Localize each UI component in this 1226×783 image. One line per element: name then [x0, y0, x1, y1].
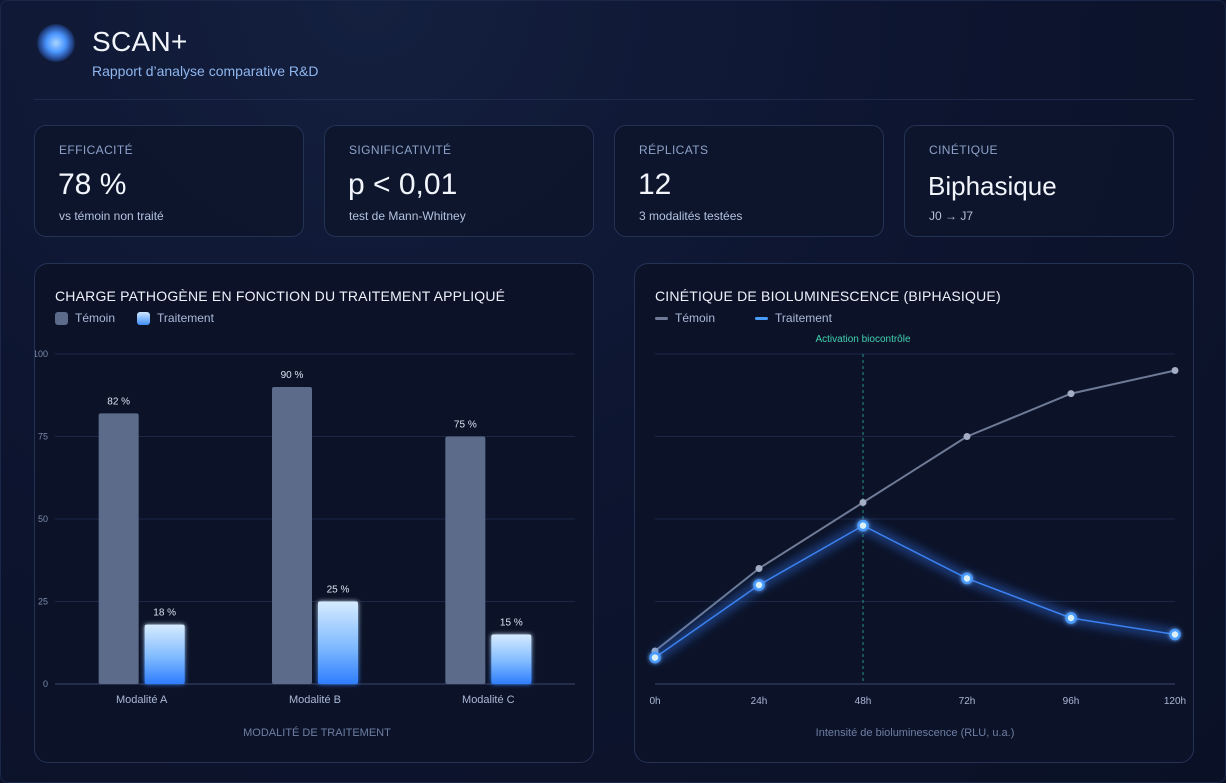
legend-swatch — [55, 311, 68, 325]
legend-item-control: Témoin — [55, 311, 115, 325]
bar-control — [98, 413, 139, 684]
kpi-label: EFFICACITÉ — [59, 143, 134, 157]
data-label: 75 % — [454, 420, 477, 431]
line-chart: Activation biocontrôle 0h 24h 48h 72h 96h 120… — [649, 334, 1186, 739]
app-subtitle: Rapport d’analyse comparative R&D — [92, 63, 319, 79]
legend-swatch — [137, 311, 151, 325]
data-point-treatment — [1169, 628, 1181, 641]
data-label: 25 % — [327, 585, 350, 596]
legend-label: Témoin — [75, 311, 116, 325]
series-line-treatment — [654, 524, 1176, 659]
bar-chart: 0 25 50 75 100 82 % 18 % 90 % 25 % 75 % 15 % Moda… — [35, 349, 575, 739]
y-tick-label: 25 — [38, 597, 48, 607]
legend-label: Traitement — [775, 311, 832, 325]
kpi-card-efficacite: EFFICACITÉ 78 % vs témoin non traité — [34, 125, 304, 237]
x-tick-label: 120h — [1164, 696, 1186, 707]
bar-chart-panel: 0 25 50 75 100 82 % 18 % 90 % 25 % 75 % 15 % Moda… — [34, 263, 594, 763]
series-glow — [652, 521, 1176, 662]
y-tick-label: 75 — [38, 432, 48, 442]
x-axis-title: MODALITÉ DE TRAITEMENT — [243, 726, 391, 739]
legend-swatch — [655, 316, 668, 320]
x-tick-label: 24h — [751, 696, 768, 707]
x-tick-label: 72h — [959, 696, 976, 707]
bar-chart-title: CHARGE PATHOGÈNE EN FONCTION DU TRAITEME… — [55, 288, 506, 304]
legend-label: Témoin — [675, 311, 716, 325]
x-axis-title: Intensité de bioluminescence (RLU, u.a.) — [816, 727, 1015, 739]
legend-swatch — [755, 316, 769, 320]
legend-item-control: Témoin — [655, 311, 715, 325]
data-label: 90 % — [281, 370, 304, 381]
kpi-label: SIGNIFICATIVITÉ — [349, 143, 452, 157]
x-tick-label: Modalité C — [462, 694, 515, 706]
bar-treatment — [144, 624, 185, 684]
x-tick-label: Modalité B — [289, 694, 341, 706]
kpi-card-cinetique: CINÉTIQUE Biphasique J0 → J7 — [904, 125, 1174, 237]
kpi-value: 78 % — [58, 168, 127, 201]
bar-treatment — [491, 634, 532, 684]
line-chart-panel: Activation biocontrôle 0h 24h 48h 72h 96h 120… — [634, 263, 1194, 763]
kpi-label: CINÉTIQUE — [929, 143, 998, 157]
bar-control — [445, 436, 486, 684]
data-point-treatment — [649, 651, 661, 664]
data-label: 15 % — [500, 618, 523, 629]
data-point-treatment — [753, 579, 765, 591]
x-tick-label: 0h — [649, 696, 660, 707]
annotation-label: Activation biocontrôle — [815, 334, 910, 345]
data-label: 82 % — [107, 396, 130, 407]
line-chart-title: CINÉTIQUE DE BIOLUMINESCENCE (BIPHASIQUE… — [655, 288, 1001, 304]
bar-treatment — [318, 601, 358, 684]
x-tick-label: 96h — [1063, 696, 1080, 707]
y-tick-label: 50 — [38, 514, 48, 524]
y-tick-label: 0 — [43, 679, 48, 689]
legend-item-treatment: Traitement — [755, 311, 832, 325]
data-point-treatment — [1065, 612, 1077, 624]
legend-label: Traitement — [157, 311, 214, 325]
kpi-label: RÉPLICATS — [639, 143, 709, 157]
bar-control — [272, 387, 312, 684]
kpi-subtext: vs témoin non traité — [59, 209, 164, 223]
kpi-card-replicats: RÉPLICATS 12 3 modalités testées — [614, 125, 884, 237]
data-point-treatment — [857, 519, 869, 532]
y-tick-label: 100 — [35, 349, 48, 359]
bar-chart-legend: Témoin Traitement — [55, 311, 236, 325]
series-line-control — [654, 369, 1176, 652]
data-point-control — [1171, 367, 1179, 374]
header-divider — [34, 99, 1194, 100]
x-tick-label: Modalité A — [116, 694, 168, 706]
kpi-value: 12 — [638, 168, 672, 201]
kpi-value: Biphasique — [928, 171, 1057, 201]
data-point-control — [859, 499, 867, 506]
line-chart-legend: Témoin Traitement — [655, 311, 854, 325]
kpi-card-significativite: SIGNIFICATIVITÉ p < 0,01 test de Mann-Wh… — [324, 125, 594, 237]
legend-item-treatment: Traitement — [137, 311, 214, 325]
kpi-value: p < 0,01 — [348, 168, 458, 201]
data-point-control — [963, 433, 971, 440]
kpi-subtext: 3 modalités testées — [639, 209, 743, 223]
x-tick-label: 48h — [855, 696, 872, 707]
kpi-subtext: test de Mann-Whitney — [349, 209, 466, 223]
data-point-treatment — [961, 572, 973, 585]
data-label: 18 % — [153, 608, 176, 619]
app-title: SCAN+ — [92, 26, 188, 57]
data-point-control — [755, 565, 763, 572]
data-point-control — [1067, 390, 1075, 398]
logo-icon — [37, 24, 75, 62]
kpi-subtext: J0 → J7 — [929, 209, 974, 223]
